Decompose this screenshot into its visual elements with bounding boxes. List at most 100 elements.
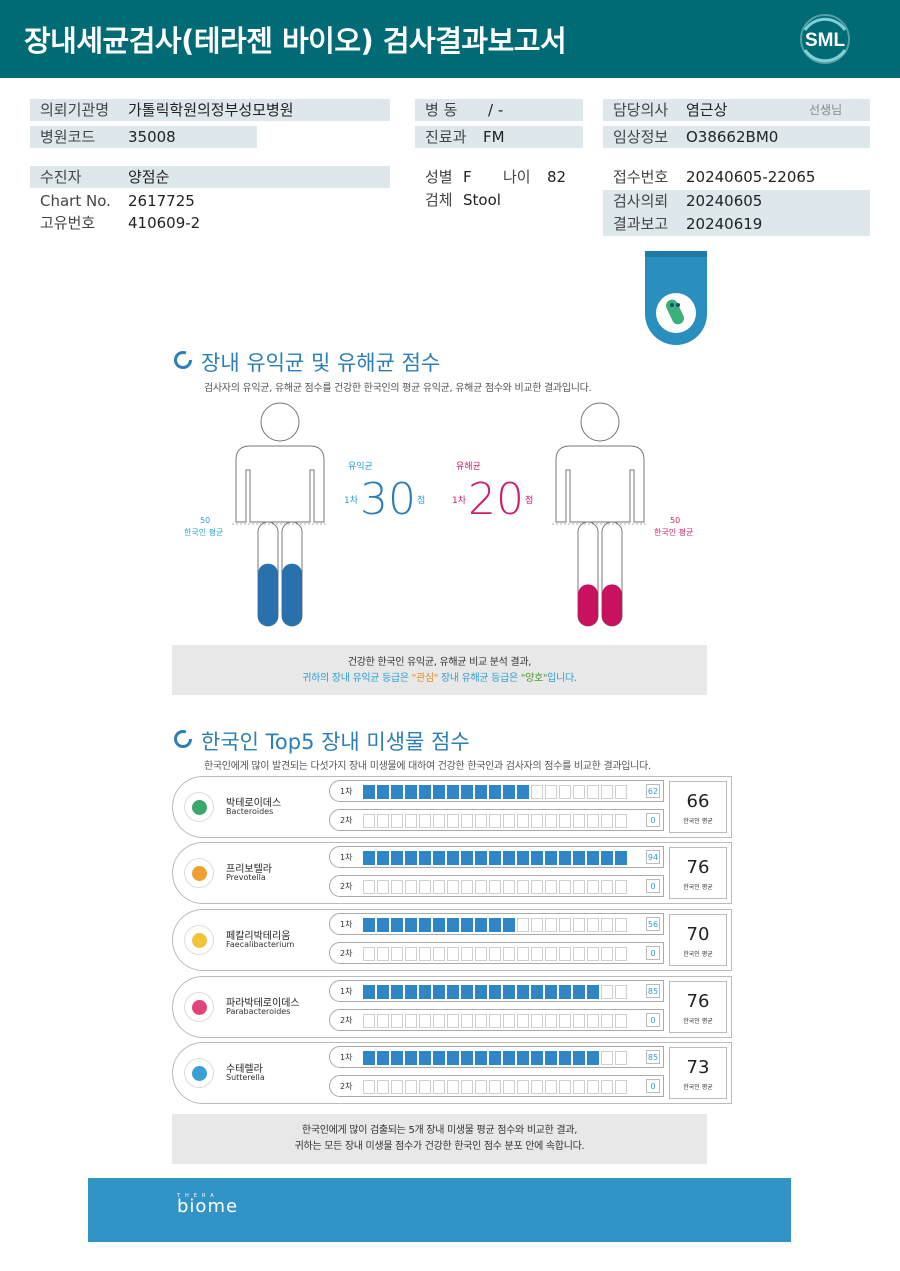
score-bar-segment: [545, 814, 557, 828]
score-bar-round: 1차: [340, 853, 353, 862]
score-bar-value: 62: [646, 784, 660, 798]
score-bar-segment: [573, 947, 585, 961]
score-bar-segment: [391, 851, 403, 865]
beneficial-grade: "관심": [411, 673, 439, 684]
score-bar-segment: [433, 814, 445, 828]
score-bar-segment: [573, 785, 585, 799]
section1-summary-line2: 귀하의 장내 유익균 등급은 "관심" 장내 유해균 등급은 "양호"입니다.: [172, 671, 707, 687]
section2-ring-icon: [174, 730, 192, 748]
score-bar-segment: [517, 1051, 529, 1065]
section2-summary-line2: 귀하는 모든 장내 미생물 점수가 건강한 한국인 점수 분포 안에 속합니다.: [294, 1141, 585, 1152]
microbe-eng-name: Bacteroides: [226, 807, 274, 816]
score-bar-segment: [475, 785, 487, 799]
score-bar-segment: [531, 1080, 543, 1094]
score-bar-segment: [503, 880, 515, 894]
score-bar-segment: [559, 985, 571, 999]
score-bar-segment: [503, 1014, 515, 1028]
score-bar-segment: [391, 1014, 403, 1028]
score-bar-segment: [573, 1014, 585, 1028]
score-bar-segment: [363, 1014, 375, 1028]
footer-banner: THERA biome: [88, 1178, 791, 1242]
unique-no-field: 고유번호 410609-2: [30, 212, 390, 234]
microbe-icon-body: [192, 933, 207, 948]
score-bar-segment: [377, 1080, 389, 1094]
score-bar-segment: [405, 785, 417, 799]
receipt-field: 접수번호 20240605-22065: [603, 166, 870, 188]
score-bar-round: 1차: [340, 987, 353, 996]
section1-subtitle: 검사자의 유익균, 유해균 점수를 건강한 한국인의 평균 유익균, 유해균 점…: [204, 383, 592, 394]
score-bar-segment: [433, 985, 445, 999]
patient-value: 양점순: [128, 168, 170, 186]
dept-field: 진료과 FM: [415, 126, 583, 148]
score-bar-segment: [461, 947, 473, 961]
harmful-human-figure: [552, 402, 648, 627]
sex-label: 성별: [425, 168, 453, 186]
score-bar-value: 85: [646, 1050, 660, 1064]
score-bar-segment: [475, 814, 487, 828]
score-bar-segment: [405, 880, 417, 894]
request-value: 20240605: [686, 192, 763, 210]
microbe-row: 박테로이데스 Bacteroides 1차 62 2차 0 66 한국인 평균: [172, 776, 732, 838]
score-bar: 2차 0: [329, 1075, 664, 1097]
score-bar-segment: [433, 1051, 445, 1065]
score-bar-segment: [615, 1014, 627, 1028]
score-bar-segment: [363, 880, 375, 894]
score-bar-segment: [587, 918, 599, 932]
score-bar-segment: [419, 1080, 431, 1094]
score-bar-segment: [489, 1080, 501, 1094]
beneficial-human-figure: [232, 402, 328, 627]
score-bar-segment: [475, 851, 487, 865]
microbe-eng-name: Sutterella: [226, 1073, 265, 1082]
korean-avg-label: 한국인 평균: [683, 1018, 713, 1025]
score-bar-segment: [531, 918, 543, 932]
ward-label: 병 동: [425, 101, 458, 119]
score-bar-segment: [405, 985, 417, 999]
score-bar-segment: [419, 785, 431, 799]
score-bar-segment: [531, 985, 543, 999]
dept-label: 진료과: [425, 128, 467, 146]
microbe-eng-name: Faecalibacterium: [226, 940, 295, 949]
score-bar-segment: [475, 1080, 487, 1094]
score-bar-value: 94: [646, 850, 660, 864]
score-bar-segment: [559, 918, 571, 932]
score-bar-segment: [587, 851, 599, 865]
score-bar-segment: [615, 947, 627, 961]
score-bar-segment: [615, 1080, 627, 1094]
score-bar-segment: [489, 985, 501, 999]
score-bar-segment: [433, 1080, 445, 1094]
hospital-code-value: 35008: [128, 128, 176, 146]
score-bar-segment: [601, 1051, 613, 1065]
score-bar-segment: [517, 785, 529, 799]
score-bar-value: 0: [646, 879, 660, 893]
footer-brand-top: THERA: [177, 1193, 219, 1199]
score-bar-segment: [489, 1051, 501, 1065]
score-bar-segment: [517, 985, 529, 999]
korean-avg-value: 70: [686, 924, 710, 945]
score-bar-segment: [391, 1051, 403, 1065]
microbe-bookmark-icon: [645, 251, 707, 345]
score-bar-segment: [419, 918, 431, 932]
score-bar-segment: [601, 880, 613, 894]
score-bar-segment: [405, 1014, 417, 1028]
microbe-kor-name: 프리보텔라: [226, 864, 272, 875]
hospital-code-field: 병원코드 35008: [30, 126, 257, 148]
receipt-label: 접수번호: [613, 168, 669, 186]
score-bar-segment: [363, 1080, 375, 1094]
microbe-icon: [184, 858, 214, 888]
score-bar-segment: [531, 785, 543, 799]
score-bar-segment: [447, 785, 459, 799]
chart-no-value: 2617725: [128, 192, 195, 210]
ward-value: / -: [488, 101, 504, 119]
score-bar-segment: [517, 851, 529, 865]
score-bar-value: 0: [646, 946, 660, 960]
score-bar-segment: [405, 918, 417, 932]
score-bar-segment: [601, 985, 613, 999]
score-bar-segment: [615, 880, 627, 894]
score-bar-segment: [419, 1014, 431, 1028]
score-bar-segment: [447, 851, 459, 865]
score-bar-segment: [615, 851, 627, 865]
score-bar-segment: [433, 1014, 445, 1028]
score-bar-segment: [545, 880, 557, 894]
microbe-icon: [184, 992, 214, 1022]
korean-avg-label: 한국인 평균: [683, 951, 713, 958]
